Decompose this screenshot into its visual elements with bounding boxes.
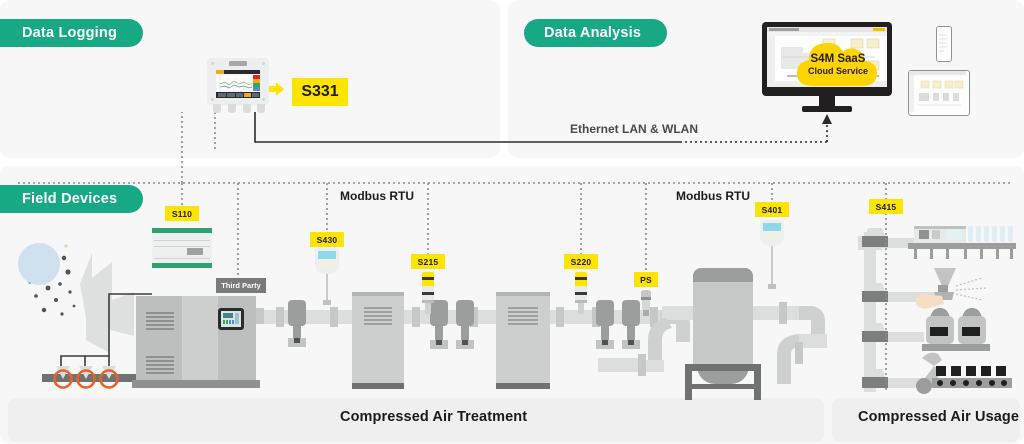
tag-third-party: Third Party [216, 278, 266, 293]
air-compressor[interactable] [132, 296, 260, 388]
label-compressed-air-usage: Compressed Air Usage [858, 409, 1020, 425]
smartphone[interactable] [936, 26, 952, 62]
tablet[interactable] [908, 70, 970, 116]
s331-screw-bl [211, 98, 214, 101]
device-ps-pressure-sensor[interactable] [641, 290, 651, 316]
tag-s430[interactable]: S430 [310, 232, 344, 247]
badge-data-analysis: Data Analysis [524, 19, 668, 47]
tag-s415[interactable]: S415 [869, 199, 903, 214]
tag-s220[interactable]: S220 [564, 254, 598, 269]
device-s215-probe[interactable] [422, 272, 434, 314]
tag-s215[interactable]: S215 [411, 254, 445, 269]
label-modbus-left: Modbus RTU [340, 189, 414, 203]
s110-brand-logo [187, 248, 203, 255]
device-s331-logger[interactable] [207, 58, 269, 113]
tag-s331[interactable]: S331 [292, 78, 348, 106]
monitor-neck [819, 96, 835, 106]
plinth-compressed-air-usage [832, 398, 1020, 442]
s331-cable-glands [213, 104, 265, 113]
device-s430-flowmeter[interactable] [315, 248, 339, 306]
label-modbus-right: Modbus RTU [676, 189, 750, 203]
device-s401-flowmeter[interactable] [760, 220, 784, 290]
tag-s401[interactable]: S401 [755, 202, 789, 217]
s331-brand-logo [229, 61, 247, 66]
s331-screw-tr [262, 62, 265, 65]
s331-display [216, 70, 260, 98]
cloud-title: S4M SaaS [810, 53, 866, 65]
cloud-service-badge: S4M SaaS Cloud Service [793, 38, 883, 90]
contaminated-air-circle [18, 243, 60, 285]
device-s110-module[interactable] [152, 228, 212, 268]
label-ethernet: Ethernet LAN & WLAN [570, 122, 698, 136]
badge-data-logging: Data Logging [0, 19, 144, 47]
badge-field-devices: Field Devices [0, 185, 144, 213]
s331-screw-tl [211, 62, 214, 65]
device-s220-probe[interactable] [575, 272, 587, 314]
air-receiver-tank[interactable] [685, 268, 761, 400]
compressor-hmi-panel[interactable] [218, 308, 244, 330]
tag-ps[interactable]: PS [634, 272, 658, 287]
s331-screw-br [262, 98, 265, 101]
plinth-compressed-air-treatment [8, 398, 824, 442]
tag-s110[interactable]: S110 [165, 206, 199, 221]
monitor-base [802, 106, 852, 112]
cloud-subtitle: Cloud Service [807, 66, 869, 76]
label-compressed-air-treatment: Compressed Air Treatment [340, 409, 528, 425]
